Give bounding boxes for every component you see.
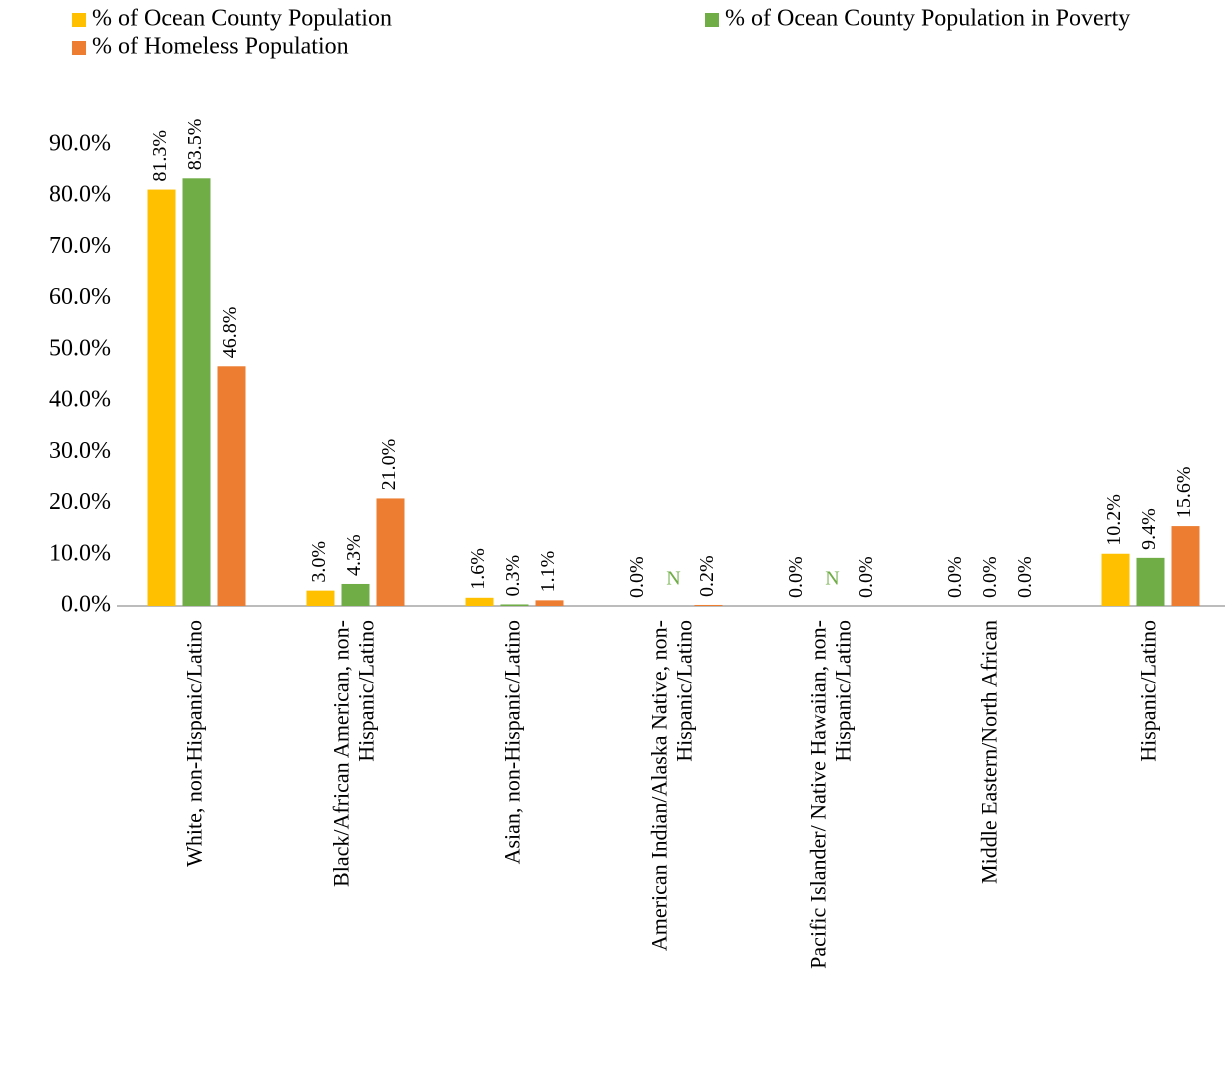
x-tick-label: Pacific Islander/ Native Hawaiian, non-H… bbox=[806, 620, 856, 969]
legend-swatch bbox=[72, 41, 86, 55]
legend-label: % of Homeless Population bbox=[92, 34, 349, 60]
legend-label: % of Ocean County Population bbox=[92, 6, 392, 32]
x-tick-label: Black/African American, non-Hispanic/Lat… bbox=[329, 620, 379, 887]
y-tick-label: 50.0% bbox=[49, 335, 111, 361]
value-label: 0.3% bbox=[502, 555, 524, 597]
bar bbox=[147, 189, 176, 606]
value-label: 0.0% bbox=[1014, 556, 1036, 598]
value-label: 1.1% bbox=[537, 551, 559, 593]
bar bbox=[1136, 557, 1165, 606]
legend-swatch bbox=[705, 13, 719, 27]
value-label: 21.0% bbox=[378, 439, 400, 491]
bar bbox=[1101, 553, 1130, 606]
y-tick-label: 20.0% bbox=[49, 489, 111, 515]
y-tick-label: 40.0% bbox=[49, 387, 111, 413]
value-label: 4.3% bbox=[343, 534, 365, 576]
x-tick-label: American Indian/Alaska Native, non-Hispa… bbox=[647, 620, 697, 951]
value-label: 0.0% bbox=[785, 556, 807, 598]
bar bbox=[376, 498, 405, 606]
bar bbox=[306, 590, 335, 606]
legend-label: % of Ocean County Population in Poverty bbox=[725, 6, 1130, 32]
bar bbox=[1171, 526, 1200, 606]
bar bbox=[465, 597, 494, 606]
x-tick-label: Middle Eastern/North African bbox=[977, 620, 1002, 884]
value-label: 3.0% bbox=[308, 541, 330, 583]
value-label: N bbox=[825, 568, 839, 590]
x-tick-label: Asian, non-Hispanic/Latino bbox=[500, 620, 525, 864]
y-tick-label: 30.0% bbox=[49, 438, 111, 464]
y-tick-label: 10.0% bbox=[49, 540, 111, 566]
value-label: 83.5% bbox=[184, 119, 206, 171]
bar bbox=[694, 604, 723, 606]
y-tick-label: 90.0% bbox=[49, 131, 111, 157]
bar bbox=[341, 583, 370, 606]
value-label: N bbox=[666, 568, 680, 590]
bar bbox=[535, 600, 564, 606]
y-tick-label: 70.0% bbox=[49, 233, 111, 259]
value-label: 81.3% bbox=[149, 130, 171, 182]
value-label: 46.8% bbox=[219, 307, 241, 359]
bar bbox=[500, 604, 529, 606]
value-label: 10.2% bbox=[1103, 494, 1125, 546]
legend-swatch bbox=[72, 13, 86, 27]
y-tick-label: 80.0% bbox=[49, 182, 111, 208]
value-label: 0.0% bbox=[944, 556, 966, 598]
x-tick-label: White, non-Hispanic/Latino bbox=[182, 620, 207, 867]
bar bbox=[182, 178, 211, 607]
value-label: 0.2% bbox=[696, 555, 718, 597]
y-tick-label: 0.0% bbox=[61, 592, 111, 618]
y-tick-label: 60.0% bbox=[49, 284, 111, 310]
bar bbox=[217, 366, 246, 606]
value-label: 0.0% bbox=[855, 556, 877, 598]
value-label: 1.6% bbox=[467, 548, 489, 590]
x-tick-label: Hispanic/Latino bbox=[1136, 620, 1161, 762]
value-label: 0.0% bbox=[979, 556, 1001, 598]
value-label: 15.6% bbox=[1173, 466, 1195, 518]
value-label: 9.4% bbox=[1138, 508, 1160, 550]
value-label: 0.0% bbox=[626, 556, 648, 598]
